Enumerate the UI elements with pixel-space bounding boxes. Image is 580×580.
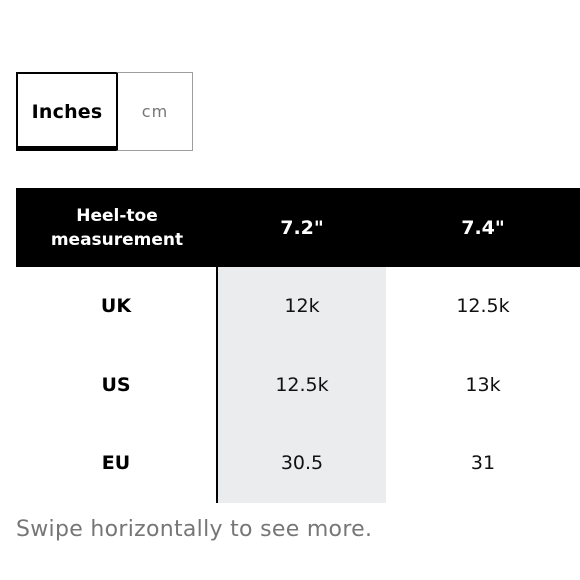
size-chart-table: Heel-toe measurement 7.2" 7.4" UK US EU …: [16, 188, 580, 503]
table-cell: 30.5: [280, 452, 324, 475]
table-cell: 12k: [284, 295, 320, 318]
unit-inches-button[interactable]: Inches: [16, 72, 116, 151]
size-header-1: 7.2": [280, 216, 324, 239]
table-cell: 31: [470, 452, 496, 475]
row-label-us: US: [101, 373, 131, 396]
unit-toggle: Inches cm: [16, 72, 193, 151]
row-label-uk: UK: [100, 295, 132, 318]
table-cell: 13k: [465, 373, 501, 396]
table-header-row: Heel-toe measurement 7.2" 7.4": [16, 188, 580, 267]
unit-inches-label: Inches: [31, 100, 103, 123]
highlighted-size-column: 12k 12.5k 30.5: [218, 267, 386, 503]
unit-cm-label: cm: [141, 102, 169, 121]
unit-cm-button[interactable]: cm: [116, 72, 193, 151]
table-cell: 12.5k: [275, 373, 329, 396]
table-body: UK US EU 12k 12.5k 30.5 12.5k 13k 31: [16, 267, 580, 503]
size-column: 12.5k 13k 31: [386, 267, 580, 503]
heel-toe-header: Heel-toe measurement: [50, 205, 184, 250]
size-header-2: 7.4": [461, 216, 505, 239]
table-cell: 12.5k: [456, 295, 510, 318]
row-label-eu: EU: [101, 452, 131, 475]
swipe-hint-text: Swipe horizontally to see more.: [16, 517, 373, 542]
row-labels-column: UK US EU: [16, 267, 218, 503]
